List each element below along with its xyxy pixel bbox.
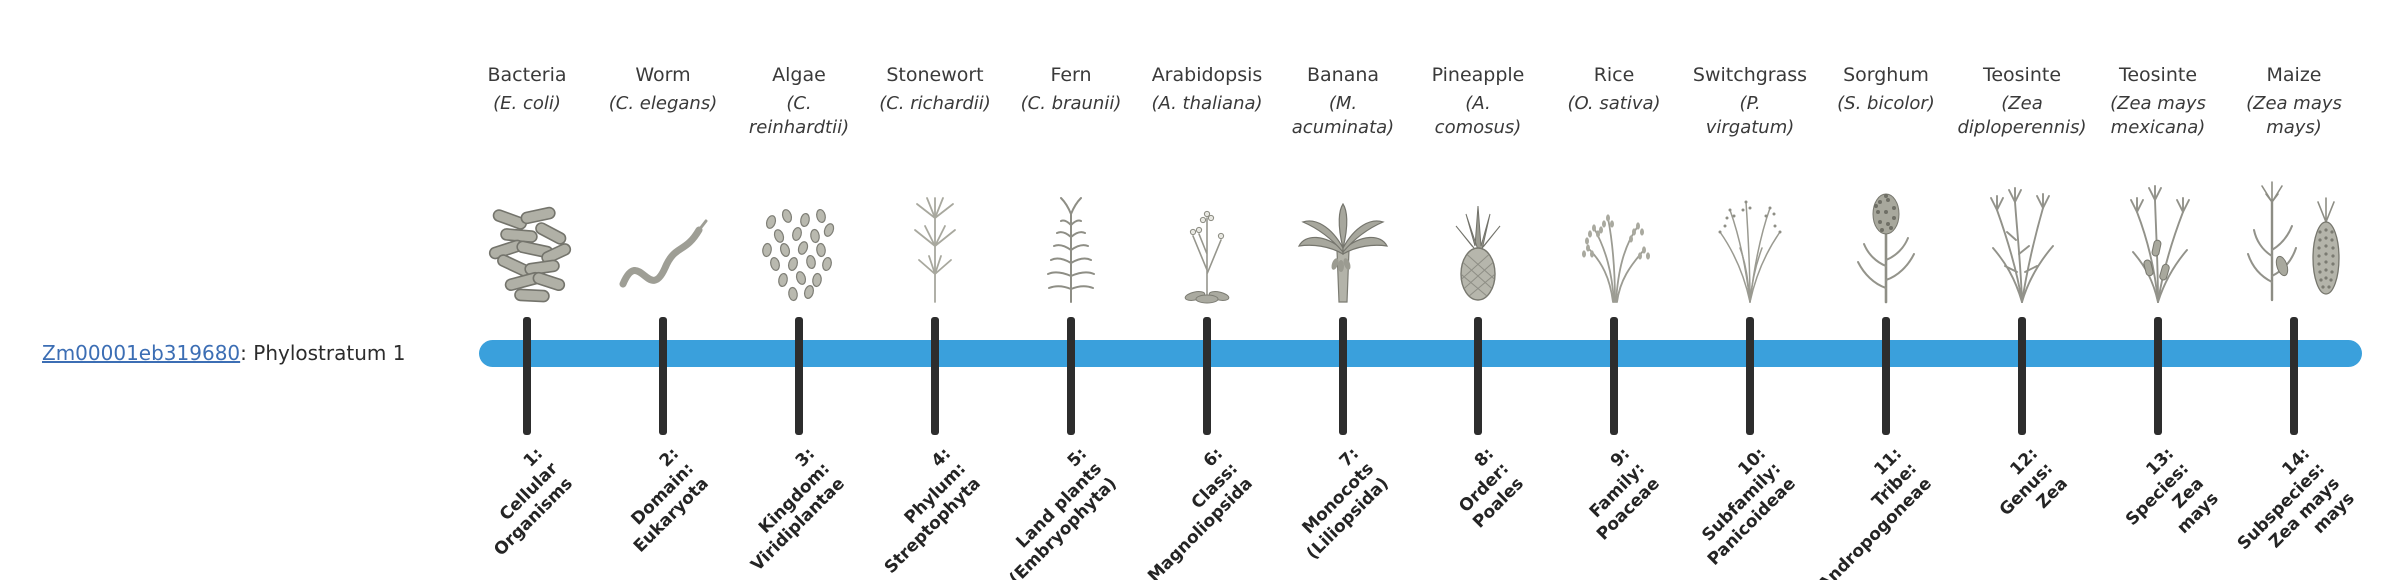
organism-name: Arabidopsis	[1151, 64, 1263, 86]
gene-link[interactable]: Zm00001eb319680	[42, 341, 241, 365]
phylostratum-tick	[2290, 317, 2298, 435]
rice-illustration	[1484, 150, 1744, 306]
organism-name: Teosinte	[2118, 64, 2198, 86]
phylostratum-tick	[2154, 317, 2162, 435]
pineapple-illustration	[1348, 150, 1608, 306]
teosinte-mexicana-illustration	[2028, 150, 2288, 306]
organism-name: Switchgrass	[1692, 64, 1808, 86]
gene-phylostratum-text: : Phylostratum 1	[240, 341, 406, 365]
organism-name: Bacteria	[487, 64, 567, 86]
phylostratum-tick	[1339, 317, 1347, 435]
phylostratum-tick	[659, 317, 667, 435]
arabidopsis-illustration	[1077, 150, 1337, 306]
gene-label: Zm00001eb319680: Phylostratum 1	[42, 341, 405, 365]
organism-name: Teosinte	[1982, 64, 2062, 86]
organism-scientific-name: (Zea diploperennis)	[1957, 93, 2087, 138]
organism-scientific-name: (Zea mays mays)	[2246, 93, 2342, 138]
worm-illustration	[533, 150, 793, 306]
sorghum-illustration	[1756, 150, 2016, 306]
organism-name: Stonewort	[886, 64, 984, 86]
organism-name: Sorghum	[1843, 64, 1929, 86]
organism-scientific-name: (A. thaliana)	[1151, 93, 1263, 114]
organism-scientific-name: (C. braunii)	[1020, 93, 1122, 114]
organism-name: Pineapple	[1431, 64, 1525, 86]
phylostratum-tick	[1882, 317, 1890, 435]
phylostratum-tick	[523, 317, 531, 435]
organism-scientific-name: (C. richardii)	[879, 93, 991, 114]
phylostratum-tick	[1474, 317, 1482, 435]
phylostratum-tick	[2018, 317, 2026, 435]
fern-illustration	[941, 150, 1201, 306]
organism-scientific-name: (E. coli)	[493, 93, 561, 114]
organism-name: Maize	[2266, 64, 2322, 86]
maize-illustration	[2164, 150, 2400, 306]
organism-scientific-name: (O. sativa)	[1567, 93, 1661, 114]
algae-illustration	[669, 150, 929, 306]
organism-scientific-name: (C. elegans)	[608, 93, 718, 114]
phylostratum-tick	[1746, 317, 1754, 435]
bacteria-illustration	[397, 150, 657, 306]
phylostratum-tick	[795, 317, 803, 435]
organism-scientific-name: (Zea mays mexicana)	[2110, 93, 2206, 138]
organism-name: Algae	[772, 64, 826, 86]
phylostratum-tick	[1067, 317, 1075, 435]
organism-name: Rice	[1593, 64, 1635, 86]
switchgrass-illustration	[1620, 150, 1880, 306]
organism-scientific-name: (C. reinhardtii)	[748, 93, 850, 138]
teosinte-illustration	[1892, 150, 2152, 306]
organism-scientific-name: (P. virgatum)	[1705, 93, 1795, 138]
phylostratum-bar	[479, 340, 2362, 367]
organism-scientific-name: (S. bicolor)	[1837, 93, 1935, 114]
organism-scientific-name: (A. comosus)	[1434, 93, 1522, 138]
organism-scientific-name: (M. acuminata)	[1291, 93, 1395, 138]
banana-illustration	[1213, 150, 1473, 306]
organism-name: Banana	[1306, 64, 1380, 86]
phylostratum-tick	[931, 317, 939, 435]
phylostratum-tick	[1203, 317, 1211, 435]
phylostratum-tick	[1610, 317, 1618, 435]
stonewort-illustration	[805, 150, 1065, 306]
organism-name: Worm	[635, 64, 691, 86]
organism-name: Fern	[1050, 64, 1092, 86]
